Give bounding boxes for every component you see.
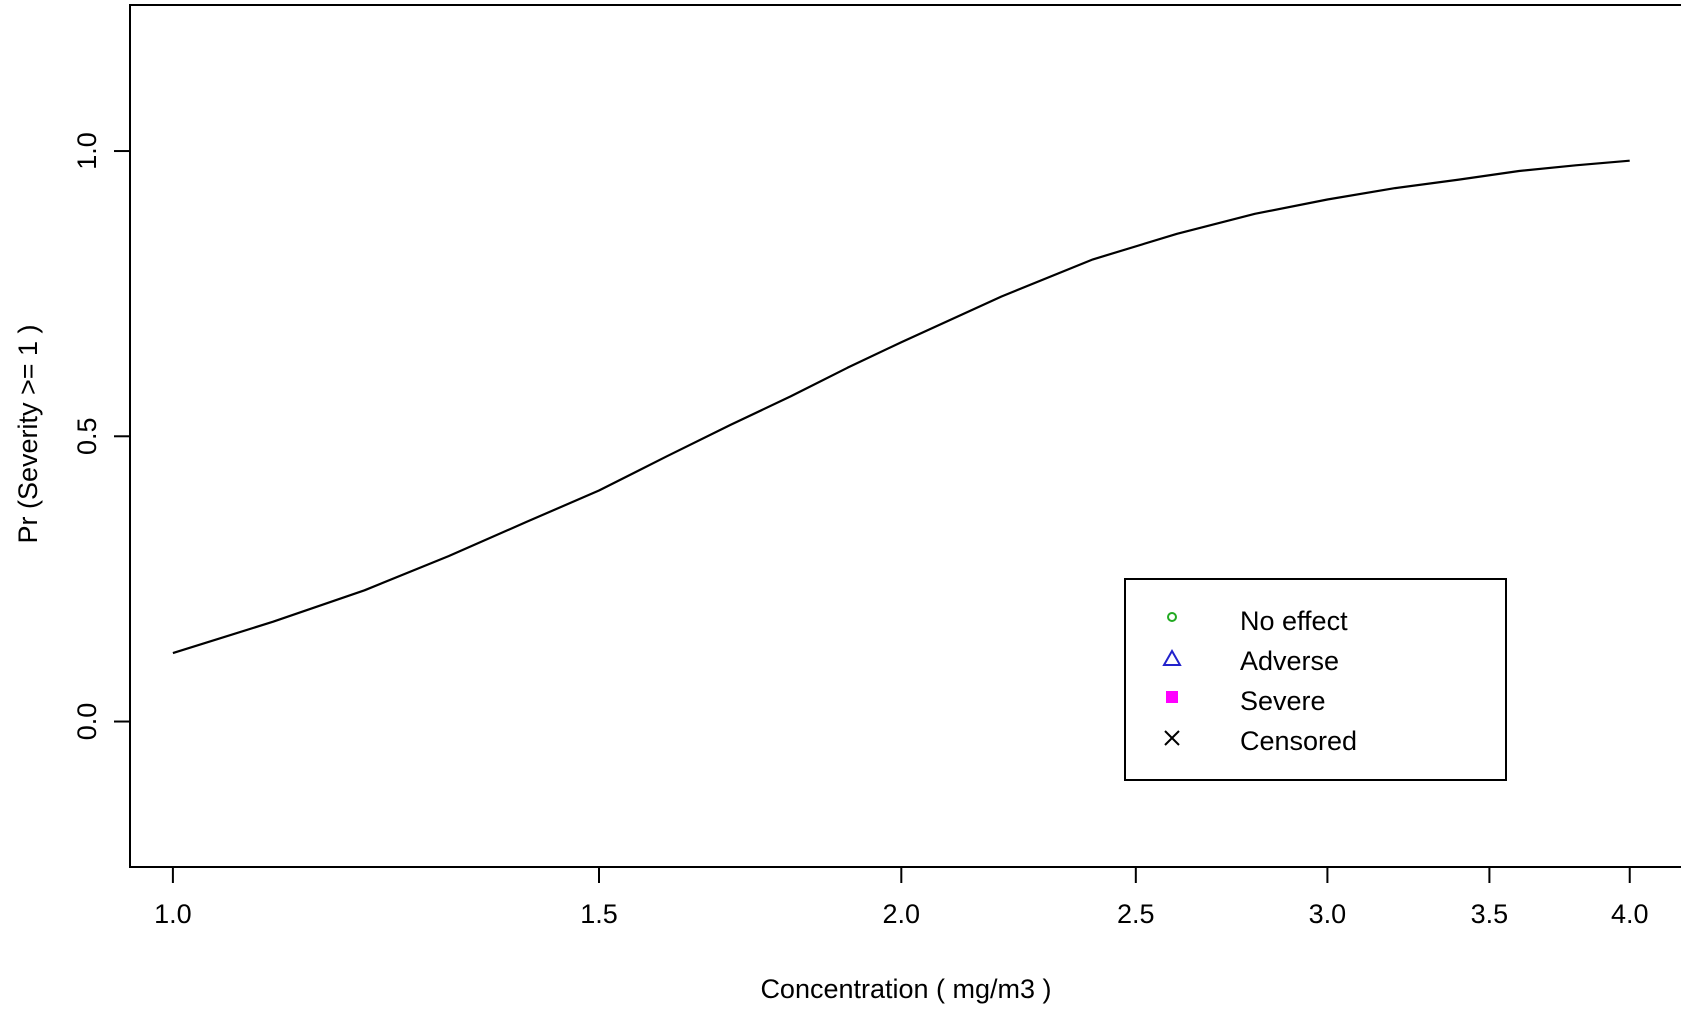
y-tick-label: 0.0 (72, 703, 102, 741)
legend-label-no-effect: No effect (1240, 606, 1348, 636)
legend: No effect Adverse Severe Censored (1124, 578, 1507, 781)
legend-marker-censored (1164, 730, 1180, 746)
legend-marker-adverse (1162, 648, 1182, 666)
dose-response-curve (172, 159, 1630, 655)
y-tick-label: 0.5 (72, 418, 102, 456)
x-axis: 1.0 1.5 2.0 2.5 3.0 3.5 4.0 (154, 866, 1649, 929)
series-layer (172, 159, 1630, 655)
legend-label-adverse: Adverse (1240, 646, 1339, 676)
x-axis-label: Concentration ( mg/m3 ) (760, 974, 1051, 1004)
legend-label-severe: Severe (1240, 686, 1326, 716)
x-tick-label: 2.5 (1117, 899, 1155, 929)
y-axis-label: Pr (Severity >= 1 ) (13, 324, 43, 543)
x-tick-label: 3.5 (1471, 899, 1509, 929)
legend-label-censored: Censored (1240, 726, 1357, 756)
x-tick-label: 2.0 (883, 899, 921, 929)
x-tick-label: 3.0 (1309, 899, 1347, 929)
legend-box (1124, 578, 1507, 781)
x-tick-label: 1.0 (154, 899, 192, 929)
legend-marker-no-effect (1167, 612, 1177, 622)
x-tick-label: 4.0 (1611, 899, 1649, 929)
legend-marker-severe (1166, 691, 1178, 703)
x-tick-label: 1.5 (580, 899, 618, 929)
y-axis: 0.0 0.5 1.0 (72, 132, 131, 741)
y-tick-label: 1.0 (72, 132, 102, 170)
